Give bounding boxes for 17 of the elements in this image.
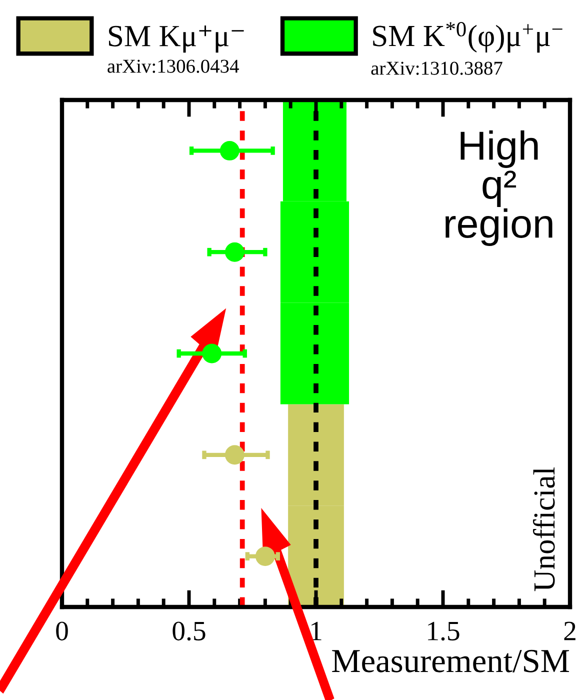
annotation: High q² region (446, 130, 552, 246)
x-tick-label: 1.5 (428, 622, 460, 641)
legend-label: SM K$^{*0}$(φ)μ$^{+}$μ$^{−}$ (373, 22, 562, 53)
x-tick-label: 1 (312, 622, 322, 640)
point (224, 242, 244, 262)
point (220, 140, 240, 160)
text: arXiv:1306.0434 (108, 60, 239, 73)
point (202, 344, 222, 364)
x-tick-label: 2 (564, 622, 576, 640)
x-tick-label: 0.5 (172, 622, 206, 641)
x-axis-title: Measurement/SM (332, 650, 570, 672)
point (224, 445, 244, 465)
x-tick-label: 0 (56, 622, 68, 640)
text: arXiv:1310.3887 (371, 62, 502, 75)
legend-label: SM Kμ⁺μ⁻ (108, 25, 244, 53)
annotation: Unofficial (532, 467, 555, 592)
point (255, 546, 275, 566)
